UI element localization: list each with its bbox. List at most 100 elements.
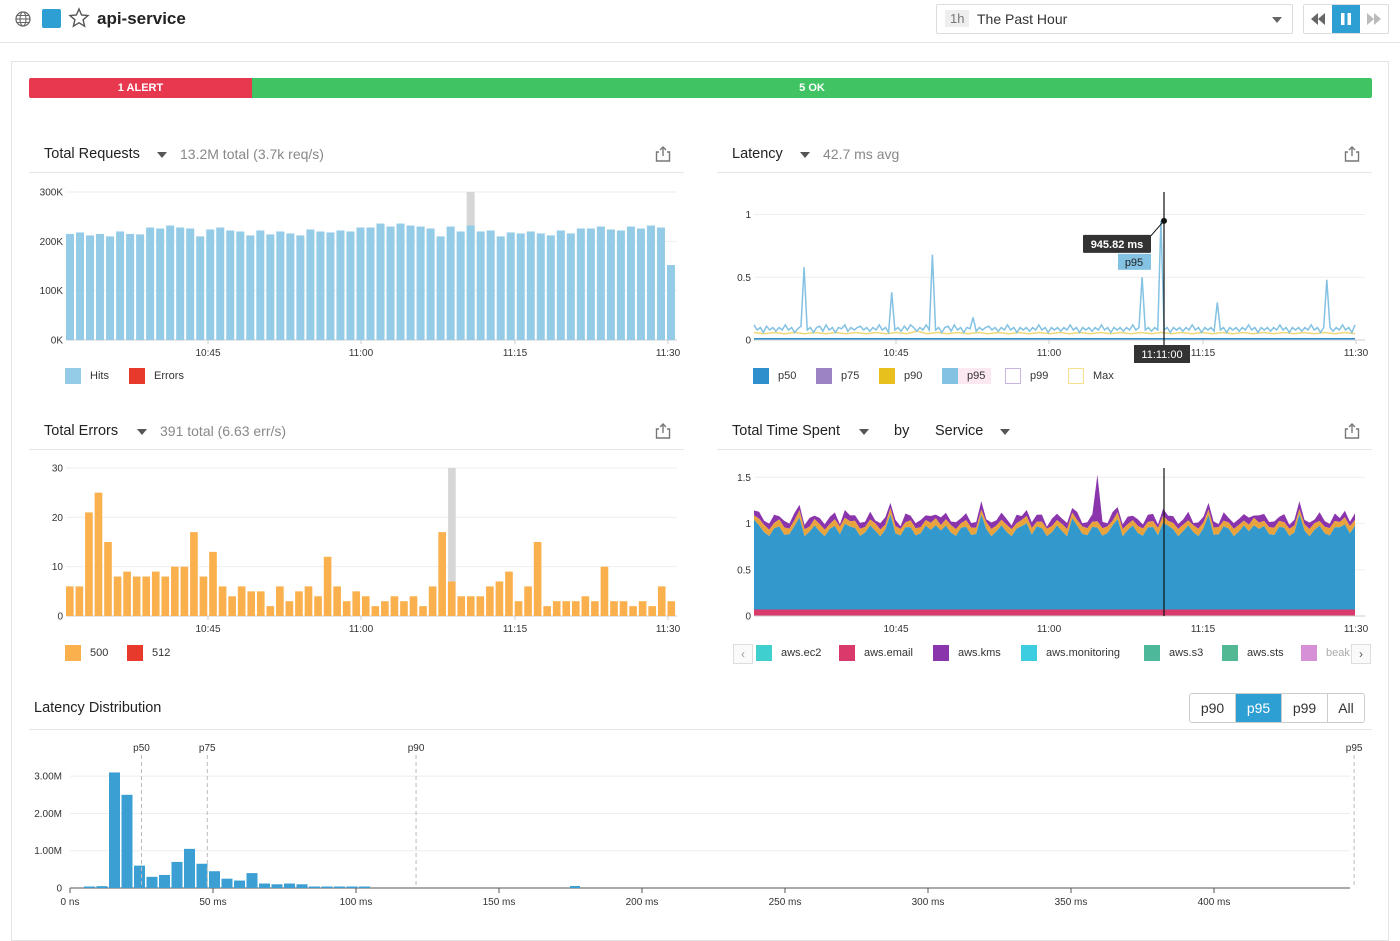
share-icon[interactable] [654,145,672,163]
legend-label: Hits [90,370,109,382]
legend-item-p75[interactable]: p75 [816,368,859,384]
errors-bar [228,596,236,616]
monitor-status-bar[interactable]: 1 ALERT 5 OK [29,78,1372,98]
share-icon[interactable] [654,422,672,440]
distribution-bar [159,874,170,888]
percentile-button-p99[interactable]: p99 [1282,694,1328,722]
legend-item-500[interactable]: 500 [65,645,108,661]
legend-label: aws.kms [958,647,1001,659]
requests-bar [226,230,235,340]
errors-bar [171,566,179,616]
alert-status-segment[interactable]: 1 ALERT [29,78,252,98]
errors-bar [323,556,332,616]
distribution-bar [109,772,120,888]
requests-bar [456,231,465,340]
legend-item-aws-sts[interactable]: aws.sts [1222,645,1284,661]
distribution-bar [284,883,295,888]
errors-bar [333,586,341,616]
legend-label: aws.s3 [1169,647,1204,659]
legend-item-aws-s3[interactable]: aws.s3 [1144,645,1203,661]
errors-panel-header: Total Errors 391 total (6.63 err/s) [29,414,684,450]
legend-swatch [65,368,81,384]
chevron-down-icon[interactable] [1000,429,1010,435]
legend-item-aws-email[interactable]: aws.email [839,645,913,661]
requests-y-tick-label: 200K [40,237,64,248]
fast-forward-icon [1367,13,1381,25]
legend-scroll-left-button[interactable]: ‹ [733,644,753,664]
errors-y-tick-label: 0 [57,612,63,623]
percentile-button-p90[interactable]: p90 [1190,694,1236,722]
requests-bar [256,230,265,340]
chevron-down-icon[interactable] [137,429,147,435]
legend-item-errors[interactable]: Errors [129,368,184,384]
time-spent-chart[interactable]: 0 0.5 1 1.5 10:45 11:00 11:15 11:30 [717,456,1377,641]
legend-item-p90[interactable]: p90 [879,368,922,384]
legend-item-p95[interactable]: p95 [942,368,992,384]
distribution-bar [209,871,220,888]
latency-title[interactable]: Latency [732,146,783,162]
errors-chart[interactable]: 0 10 20 30 10:45 11:00 11:15 11:30 [29,456,689,641]
share-icon[interactable] [1343,145,1361,163]
distribution-bar [221,878,233,888]
forward-button[interactable] [1360,5,1388,33]
percentile-button-all[interactable]: All [1328,694,1364,722]
legend-swatch [756,645,772,661]
errors-bar [648,606,656,616]
requests-bar [546,235,555,340]
latency-x-tick-label: 11:30 [1344,348,1369,359]
errors-title[interactable]: Total Errors [44,423,119,439]
rewind-button[interactable] [1304,5,1332,33]
errors-bar [180,566,189,616]
errors-x-tick-label: 11:00 [349,624,374,635]
requests-bar [236,231,245,340]
legend-scroll-right-button[interactable]: › [1351,644,1371,664]
pause-button[interactable] [1332,5,1360,33]
distribution-bar [334,886,345,888]
legend-item-max[interactable]: Max [1068,368,1114,384]
legend-swatch [129,368,145,384]
chevron-down-icon[interactable] [859,429,869,435]
latency-tooltip-value: 945.82 ms [1091,239,1144,251]
time-spent-title[interactable]: Total Time Spent [732,423,840,439]
errors-bar [342,601,351,616]
time-range-select[interactable]: 1h The Past Hour [936,4,1293,34]
errors-bar [438,532,446,616]
errors-bar [276,586,284,616]
legend-item-aws-ec2[interactable]: aws.ec2 [756,645,821,661]
requests-bar [646,225,655,340]
star-icon[interactable] [68,7,90,29]
legend-item-aws-kms[interactable]: aws.kms [933,645,1001,661]
latency-x-tick-label: 10:45 [883,348,908,359]
globe-icon[interactable] [14,10,32,28]
legend-item-p99[interactable]: p99 [1005,368,1048,384]
legend-item-512[interactable]: 512 [127,645,170,661]
errors-bar [151,571,160,616]
share-icon[interactable] [1343,422,1361,440]
errors-bar [199,576,208,616]
legend-item-aws-monitoring[interactable]: aws.monitoring [1021,645,1120,661]
chevron-down-icon[interactable] [157,152,167,158]
time-spent-legend: aws.ec2 aws.email aws.kms aws.monitoring… [756,645,1350,665]
requests-bar [656,227,665,340]
ok-status-segment[interactable]: 5 OK [252,78,1372,98]
distribution-y-tick-label: 0 [56,884,62,895]
errors-bar [314,596,322,616]
requests-bar [126,233,135,340]
latency-chart[interactable]: 0 0.5 1 10:45 11:00 11:15 11:30 945.82 ms p95 11:… [717,180,1377,365]
legend-item-beak[interactable]: beak [1301,645,1350,661]
errors-bar [381,601,389,616]
legend-label: aws.email [864,647,913,659]
chevron-down-icon[interactable] [800,152,810,158]
errors-bar [533,542,542,616]
group-by-select[interactable]: Service [935,423,984,439]
errors-bar [581,596,590,616]
errors-bar [256,591,265,616]
requests-title[interactable]: Total Requests [44,146,140,162]
legend-item-p50[interactable]: p50 [753,368,796,384]
requests-chart[interactable]: 0K 100K 200K 300K 10:45 11:00 11:15 11:30 [29,180,689,365]
distribution-chart[interactable]: 0 1.00M 2.00M 3.00M 0 ns 50 ms 100 ms 150 ms 200… [20,735,1380,915]
requests-bar [516,233,525,340]
percentile-button-p95[interactable]: p95 [1236,694,1282,722]
errors-bar [514,601,523,616]
legend-item-hits[interactable]: Hits [65,368,109,384]
